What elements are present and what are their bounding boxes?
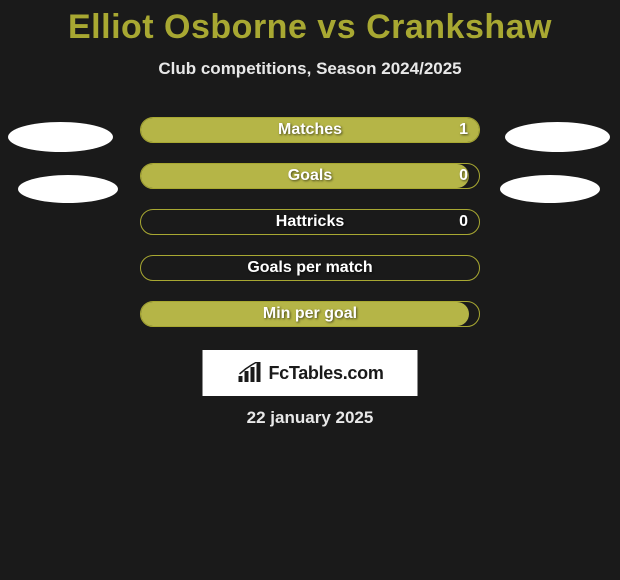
stat-row: Hattricks 0 [0,209,620,235]
stat-value: 0 [459,167,468,185]
branding-box: FcTables.com [203,350,418,396]
footer-date: 22 january 2025 [247,408,374,428]
stat-bar: Matches 1 [140,117,480,143]
branding-text: FcTables.com [268,363,383,384]
stat-row: Min per goal [0,301,620,327]
stat-bar: Min per goal [140,301,480,327]
stat-row: Goals per match [0,255,620,281]
stat-label: Goals per match [247,259,372,277]
stat-label: Min per goal [263,305,357,323]
stat-row: Matches 1 [0,117,620,143]
stat-label: Hattricks [276,213,344,231]
stat-value: 1 [459,121,468,139]
stat-bar: Goals 0 [140,163,480,189]
stat-bar: Hattricks 0 [140,209,480,235]
stat-label: Goals [288,167,332,185]
stat-value: 0 [459,213,468,231]
infographic-container: Elliot Osborne vs Crankshaw Club competi… [0,0,620,580]
stat-label: Matches [278,121,342,139]
page-subtitle: Club competitions, Season 2024/2025 [0,59,620,79]
stat-bar: Goals per match [140,255,480,281]
page-title: Elliot Osborne vs Crankshaw [0,0,620,47]
stat-row: Goals 0 [0,163,620,189]
chart-icon [236,362,262,384]
